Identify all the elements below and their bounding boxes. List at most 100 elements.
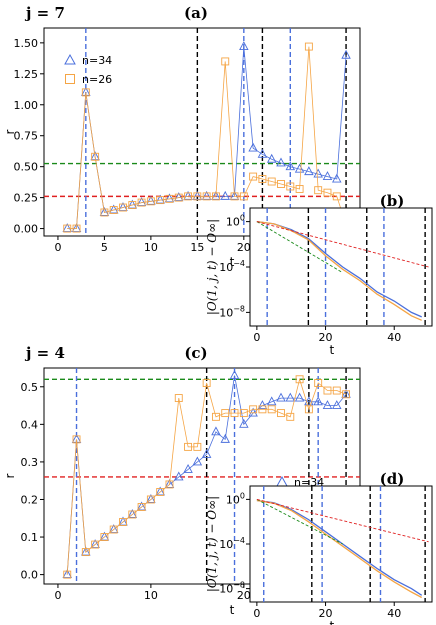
square-marker (267, 405, 276, 414)
triangle-marker (127, 509, 138, 518)
square-marker (100, 208, 109, 217)
y-tick-label: 0.0 (21, 569, 39, 582)
triangle-marker (304, 396, 314, 406)
square-marker (137, 198, 146, 207)
x-tick-label: 20 (237, 241, 251, 254)
square-marker (184, 442, 193, 451)
triangle-marker (155, 194, 165, 204)
triangle-marker (146, 195, 156, 205)
triangle-marker (248, 407, 258, 417)
triangle-marker (211, 426, 221, 436)
triangle-marker (276, 157, 286, 167)
x-tick-label: 20 (319, 331, 333, 344)
square-marker (72, 224, 81, 233)
triangle-marker (201, 448, 212, 458)
triangle-marker (201, 190, 212, 200)
legend-label: n=26 (82, 73, 112, 86)
square-marker (304, 42, 313, 51)
triangle-marker (322, 400, 333, 410)
param-label: j = 7 (24, 4, 65, 22)
square-marker (165, 194, 174, 203)
y-tick-label: 0.00 (14, 223, 39, 236)
square-marker (221, 409, 230, 418)
triangle-marker (164, 478, 175, 488)
square-marker (81, 88, 90, 97)
square-marker (156, 488, 165, 496)
square-marker (342, 390, 351, 399)
triangle-marker (239, 418, 249, 428)
triangle-marker (266, 396, 277, 406)
triangle-marker (62, 569, 72, 579)
square-marker (91, 152, 100, 161)
square-marker (332, 192, 341, 201)
triangle-marker (183, 463, 193, 473)
inset-series-blue (256, 220, 422, 318)
square-marker (323, 188, 332, 197)
legend: n=34 n=26 (64, 53, 112, 86)
square-marker (174, 193, 183, 202)
square-marker (249, 405, 258, 414)
triangle-marker (276, 392, 286, 402)
triangle-marker (192, 456, 203, 466)
x-tick-label: 20 (237, 589, 251, 602)
inset-series-red (256, 498, 429, 543)
y-tick-label: 0.50 (14, 161, 39, 174)
triangle-marker (136, 197, 147, 207)
square-marker (267, 177, 276, 186)
series-line-square (67, 46, 347, 229)
square-marker (314, 379, 323, 387)
panel-label: (a) (184, 4, 208, 22)
legend-label: n=34 (82, 54, 112, 67)
x-tick-label: 40 (387, 331, 401, 344)
triangle-marker (304, 166, 314, 176)
inset-series-green (256, 221, 343, 274)
square-marker (211, 412, 220, 421)
y-tick-label: 100 (226, 214, 245, 229)
triangle-marker (211, 190, 221, 200)
square-marker (184, 192, 193, 201)
square-marker (91, 540, 100, 549)
x-axis-label: t (330, 619, 335, 625)
param-label: j = 4 (24, 344, 65, 362)
y-tick-label: 100 (226, 491, 245, 506)
y-tick-label: 10−8 (219, 581, 245, 596)
square-marker (109, 525, 118, 534)
triangle-marker (62, 223, 72, 233)
triangle-marker (183, 190, 193, 200)
square-marker (119, 203, 127, 212)
square-marker (128, 510, 137, 519)
panel-b: 0 20 40 100 10−4 10−8 t |O(1, j, t) − O∞| (b) (205, 192, 433, 357)
triangle-marker (136, 501, 147, 511)
triangle-marker (229, 190, 240, 200)
triangle-marker (285, 392, 296, 402)
panel-a: 0 5 10 15 20 0.00 0.25 0.50 0.75 1.00 1.25 1.50 t r n=… (3, 4, 361, 269)
x-axis-label: t (230, 255, 235, 269)
x-tick-label: 0 (54, 241, 61, 254)
y-axis-label: |O(1, j, t) − O∞| (205, 496, 219, 592)
triangle-marker (257, 400, 268, 410)
square-marker (202, 192, 211, 201)
legend-square-marker (65, 74, 75, 84)
triangle-marker (239, 41, 249, 51)
triangle-marker (313, 168, 323, 178)
triangle-marker (313, 396, 323, 406)
triangle-marker (155, 486, 165, 496)
square-marker (165, 480, 174, 489)
inset-series-orange (256, 499, 423, 599)
triangle-marker (294, 392, 305, 402)
y-tick-label: 10−8 (219, 304, 245, 319)
legend-triangle-marker (64, 53, 76, 65)
square-marker (146, 495, 155, 504)
square-marker (63, 570, 72, 579)
x-axis-label: t (330, 343, 335, 357)
square-marker (128, 201, 137, 209)
x-tick-label: 10 (144, 241, 158, 254)
triangle-marker (192, 190, 203, 200)
triangle-marker (322, 171, 333, 181)
y-tick-label: 0.75 (14, 130, 39, 143)
square-marker (230, 192, 239, 201)
y-tick-label: 1.50 (14, 37, 39, 50)
triangle-marker (220, 433, 230, 443)
